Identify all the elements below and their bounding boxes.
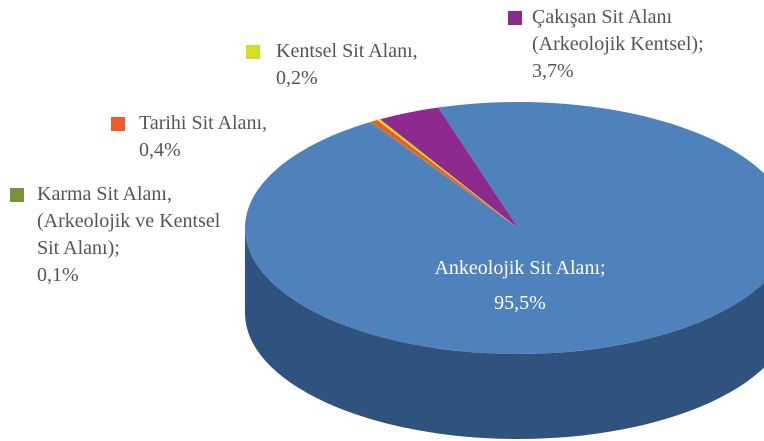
data-label: Karma Sit Alanı, (Arkeolojik ve Kentsel … bbox=[37, 181, 222, 289]
data-label: Ankeolojik Sit Alanı; 95,5% bbox=[410, 251, 630, 321]
slice bbox=[369, 121, 518, 228]
slice bbox=[380, 107, 518, 228]
value-label: 3,7% bbox=[532, 60, 574, 82]
category-label: Kentsel Sit Alanı, bbox=[276, 40, 418, 62]
value-label: 0,1% bbox=[37, 264, 79, 286]
legend-swatch bbox=[246, 45, 260, 59]
slice bbox=[371, 120, 518, 228]
slice bbox=[244, 102, 764, 354]
value-label: 0,4% bbox=[139, 139, 181, 161]
value-label: 95,5% bbox=[494, 292, 546, 314]
slice-side bbox=[245, 228, 764, 439]
data-label: Kentsel Sit Alanı, 0,2% bbox=[276, 38, 476, 92]
value-label: 0,2% bbox=[276, 67, 318, 89]
slice bbox=[377, 119, 518, 228]
data-label: Çakışan Sit Alanı (Arkeolojik Kentsel); 3… bbox=[532, 4, 747, 85]
legend-swatch bbox=[508, 11, 522, 25]
category-label: Ankeolojik Sit Alanı; bbox=[434, 257, 606, 279]
data-label: Tarihi Sit Alanı, 0,4% bbox=[139, 110, 324, 164]
category-label: Karma Sit Alanı, (Arkeolojik ve Kentsel … bbox=[37, 183, 221, 259]
category-label: Çakışan Sit Alanı (Arkeolojik Kentsel); bbox=[532, 6, 704, 55]
legend-swatch bbox=[111, 117, 125, 131]
legend-swatch bbox=[10, 188, 24, 202]
category-label: Tarihi Sit Alanı, bbox=[139, 112, 268, 134]
